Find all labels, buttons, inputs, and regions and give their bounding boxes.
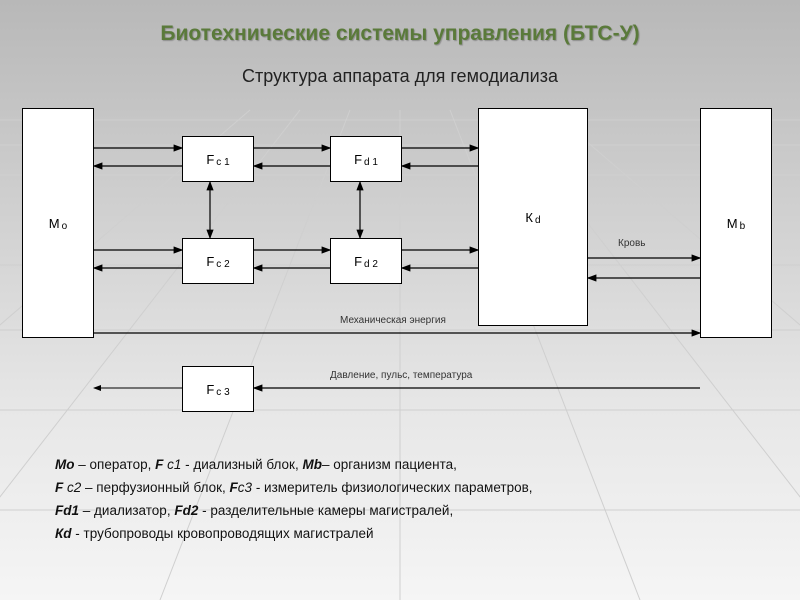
node-Fd2: Fd 2: [330, 238, 402, 284]
node-Mb: Мb: [700, 108, 772, 338]
page-subtitle: Структура аппарата для гемодиализа: [0, 66, 800, 87]
node-Fc3: Fс 3: [182, 366, 254, 412]
legend-line: Мо – оператор, F с1 - диализный блок, Мb…: [55, 455, 745, 476]
node-Kd: Кd: [478, 108, 588, 326]
node-Fc1: Fс 1: [182, 136, 254, 182]
node-Fd1: Fd 1: [330, 136, 402, 182]
edge-label: Давление, пульс, температура: [330, 370, 472, 381]
legend-line: F с2 – перфузионный блок, Fс3 - измерите…: [55, 478, 745, 499]
legend-line: Fd1 – диализатор, Fd2 - разделительные к…: [55, 501, 745, 522]
node-Fc2: Fс 2: [182, 238, 254, 284]
edge-label: Кровь: [618, 238, 645, 249]
node-Mo: Мо: [22, 108, 94, 338]
legend-line: Кd - трубопроводы кровопроводящих магист…: [55, 524, 745, 545]
page-title: Биотехнические системы управления (БТС-У…: [0, 0, 800, 46]
edge-label: Механическая энергия: [340, 315, 446, 326]
diagram-canvas: Мо Fс 1 Fс 2 Fс 3 Fd 1 Fd 2 Кd Мb Кровь Механичес…: [0, 108, 800, 428]
legend-block: Мо – оператор, F с1 - диализный блок, Мb…: [55, 455, 745, 547]
